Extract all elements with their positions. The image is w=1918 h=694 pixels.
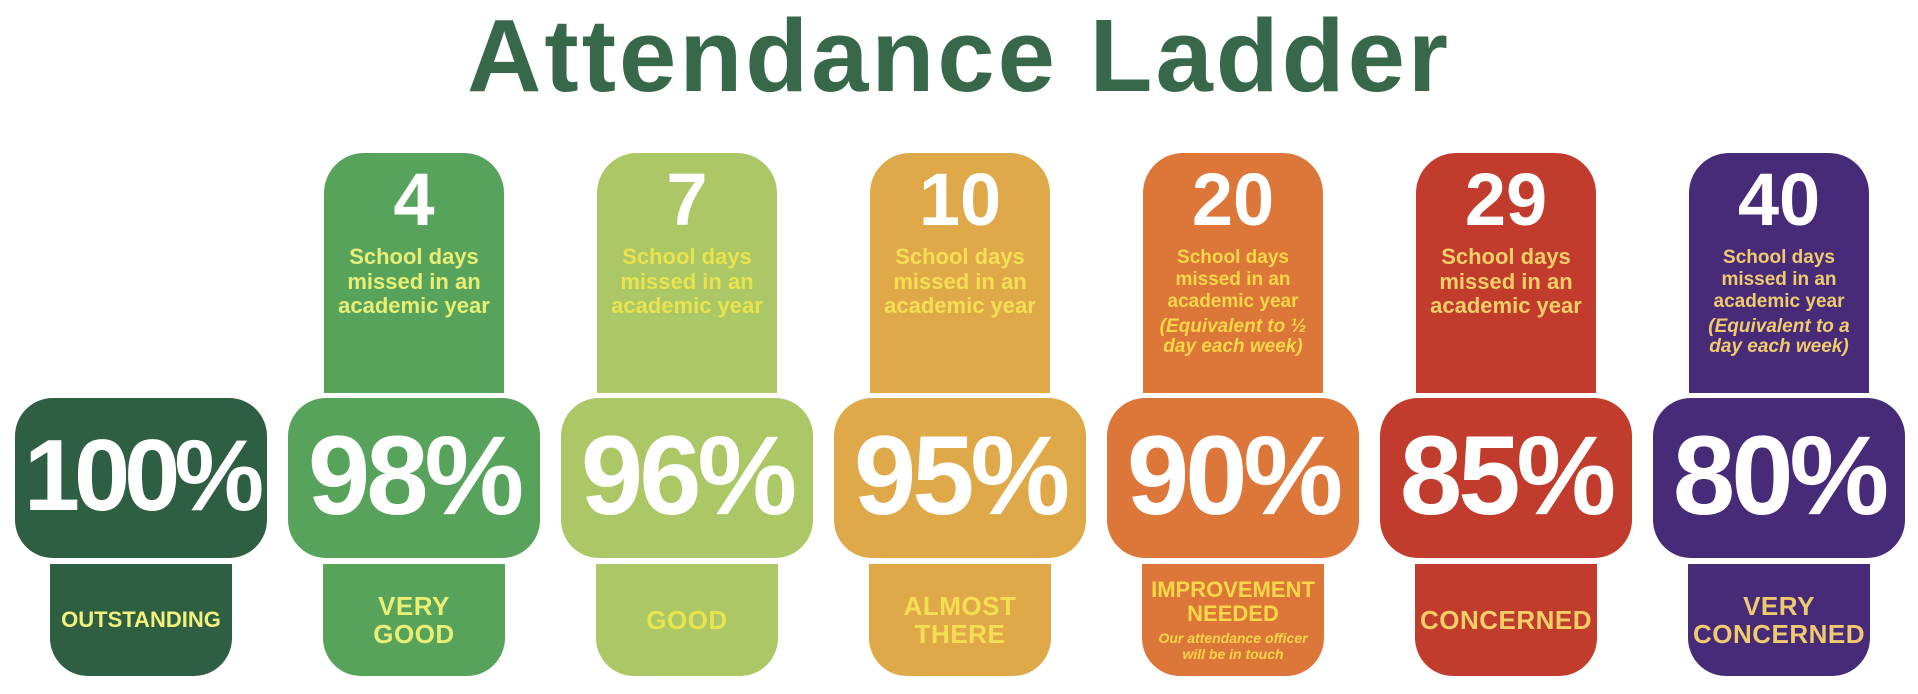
status-label-block-good: GOOD bbox=[596, 564, 778, 676]
ladder-step-very-concerned: 40 School days missed in an academic year… bbox=[1653, 153, 1905, 676]
status-label-line: CONCERNED bbox=[1419, 604, 1593, 635]
days-card-improvement-needed: 20 School days missed in an academic year… bbox=[1143, 153, 1323, 393]
days-card-very-concerned: 40 School days missed in an academic year… bbox=[1689, 153, 1869, 393]
days-missed-note: (Equivalent to a day each week) bbox=[1708, 315, 1850, 358]
ladder-step-outstanding: 100% OUTSTANDING bbox=[15, 153, 267, 676]
status-note: Our attendance officer will be in touch bbox=[1158, 629, 1308, 662]
percent-value: 96% bbox=[580, 413, 797, 538]
status-label-block-concerned: CONCERNED bbox=[1415, 564, 1597, 676]
page-title: Attendance Ladder bbox=[467, 0, 1451, 113]
status-label-block-almost-there: ALMOST THERE bbox=[869, 564, 1051, 676]
ladder-step-good: 7 School days missed in an academic year 9… bbox=[561, 153, 813, 676]
status-label: OUTSTANDING bbox=[61, 608, 221, 632]
status-label-block-very-good: VERY GOOD bbox=[323, 564, 505, 676]
status-label-line: GOOD bbox=[646, 604, 728, 635]
percent-value: 98% bbox=[307, 413, 524, 538]
status-label-line: VERY bbox=[1743, 590, 1815, 621]
days-missed-text: School days missed in an academic year bbox=[611, 244, 763, 319]
ladder-step-almost-there: 10 School days missed in an academic year… bbox=[834, 153, 1086, 676]
status-label-block-outstanding: OUTSTANDING bbox=[50, 564, 232, 676]
days-missed-note: (Equivalent to ½ day each week) bbox=[1159, 315, 1307, 358]
status-label-block-improvement-needed: IMPROVEMENT NEEDED Our attendance officer … bbox=[1142, 564, 1324, 676]
days-missed-number: 20 bbox=[1191, 158, 1275, 241]
status-label-line: GOOD bbox=[373, 619, 455, 649]
percent-block-almost-there: 95% bbox=[834, 398, 1086, 558]
ladder: 100% OUTSTANDING 4 School days missed in an… bbox=[15, 153, 1905, 676]
status-label-line: THERE bbox=[914, 619, 1006, 649]
days-missed-number: 7 bbox=[666, 158, 708, 241]
days-card-good: 7 School days missed in an academic year bbox=[597, 153, 777, 393]
days-card-very-good: 4 School days missed in an academic year bbox=[324, 153, 504, 393]
status-label: ALMOST THERE bbox=[904, 592, 1017, 648]
percent-value: 85% bbox=[1399, 413, 1616, 538]
status-label: CONCERNED bbox=[1420, 606, 1592, 634]
status-label-line: VERY bbox=[378, 590, 450, 621]
days-missed-text: School days missed in an academic year bbox=[1430, 244, 1582, 319]
days-missed-text: School days missed in an academic year bbox=[884, 244, 1036, 319]
percent-block-very-good: 98% bbox=[288, 398, 540, 558]
status-label: GOOD bbox=[646, 606, 727, 634]
percent-block-outstanding: 100% bbox=[15, 398, 267, 558]
percent-block-improvement-needed: 90% bbox=[1107, 398, 1359, 558]
status-label: VERY GOOD bbox=[373, 592, 454, 648]
days-card-almost-there: 10 School days missed in an academic year bbox=[870, 153, 1050, 393]
percent-block-very-concerned: 80% bbox=[1653, 398, 1905, 558]
days-missed-text: School days missed in an academic year bbox=[338, 244, 490, 319]
status-label-line: CONCERNED bbox=[1692, 619, 1866, 649]
days-missed-number: 40 bbox=[1737, 158, 1821, 241]
percent-value: 80% bbox=[1672, 413, 1889, 538]
status-label: VERY CONCERNED bbox=[1693, 592, 1865, 648]
days-missed-text: School days missed in an academic year bbox=[1713, 247, 1845, 312]
days-missed-number: 4 bbox=[393, 158, 435, 241]
status-label-block-very-concerned: VERY CONCERNED bbox=[1688, 564, 1870, 676]
percent-block-good: 96% bbox=[561, 398, 813, 558]
status-label-line: OUTSTANDING bbox=[61, 607, 221, 633]
ladder-step-very-good: 4 School days missed in an academic year 9… bbox=[288, 153, 540, 676]
days-missed-number: 29 bbox=[1464, 158, 1548, 241]
status-label-line: ALMOST bbox=[903, 590, 1017, 621]
status-label: IMPROVEMENT NEEDED bbox=[1151, 578, 1315, 626]
status-label-line: IMPROVEMENT bbox=[1151, 577, 1315, 603]
days-missed-number: 10 bbox=[918, 158, 1002, 241]
percent-value: 90% bbox=[1126, 413, 1343, 538]
days-card-concerned: 29 School days missed in an academic year bbox=[1416, 153, 1596, 393]
percent-value: 100% bbox=[23, 419, 264, 532]
ladder-step-improvement-needed: 20 School days missed in an academic year… bbox=[1107, 153, 1359, 676]
status-label-line: NEEDED bbox=[1187, 600, 1279, 626]
percent-block-concerned: 85% bbox=[1380, 398, 1632, 558]
days-missed-text: School days missed in an academic year bbox=[1167, 247, 1299, 312]
percent-value: 95% bbox=[853, 413, 1070, 538]
ladder-step-concerned: 29 School days missed in an academic year… bbox=[1380, 153, 1632, 676]
